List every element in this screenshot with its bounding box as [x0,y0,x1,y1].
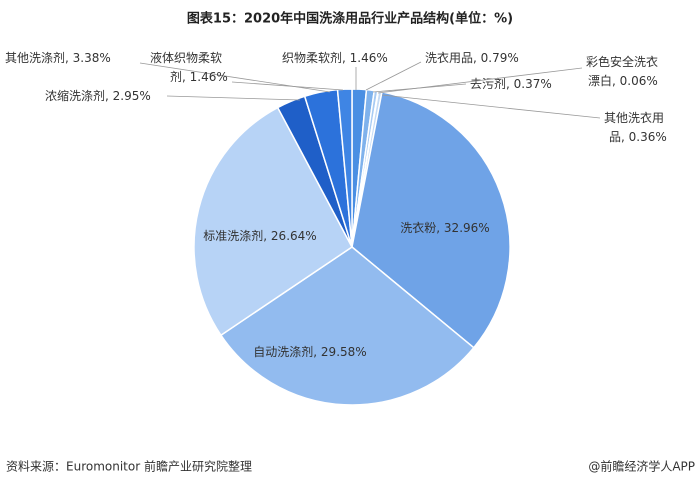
data-label: 液体织物柔软剂, 1.46% [150,50,228,84]
data-label: 洗衣用品, 0.79% [425,50,519,65]
labels: 织物柔软剂, 1.46% 洗衣用品, 0.79% 去污剂, 0.37% 彩色安全洗衣漂… [5,50,667,359]
data-label: 标准洗涤剂, 26.64% [203,228,316,243]
data-label: 其他洗衣用品, 0.36% [604,110,667,144]
data-label: 浓缩洗涤剂, 2.95% [45,88,151,103]
data-label: 洗衣粉, 32.96% [400,220,489,235]
leader-line [231,81,344,91]
chart-title: 图表15：2020年中国洗涤用品行业产品结构(单位：%) [187,11,513,27]
pie-slice [351,90,511,349]
data-label: 织物柔软剂, 1.46% [282,50,388,65]
data-label: 自动洗涤剂, 29.58% [253,344,366,359]
pie-slice [193,106,353,337]
pie [193,88,511,406]
leader-line [377,67,583,94]
leader-line [166,95,301,101]
pie-slice [219,246,475,406]
leader-line [381,94,601,119]
data-label: 去污剂, 0.37% [470,76,552,91]
leader-line [139,62,331,93]
data-label: 彩色安全洗衣漂白, 0.06% [586,54,658,88]
leader-line [365,61,422,91]
data-label: 其他洗涤剂, 3.38% [5,50,111,65]
brand: @前瞻经济学人APP [588,459,695,474]
source: 资料来源：Euromonitor 前瞻产业研究院整理 [6,459,252,474]
